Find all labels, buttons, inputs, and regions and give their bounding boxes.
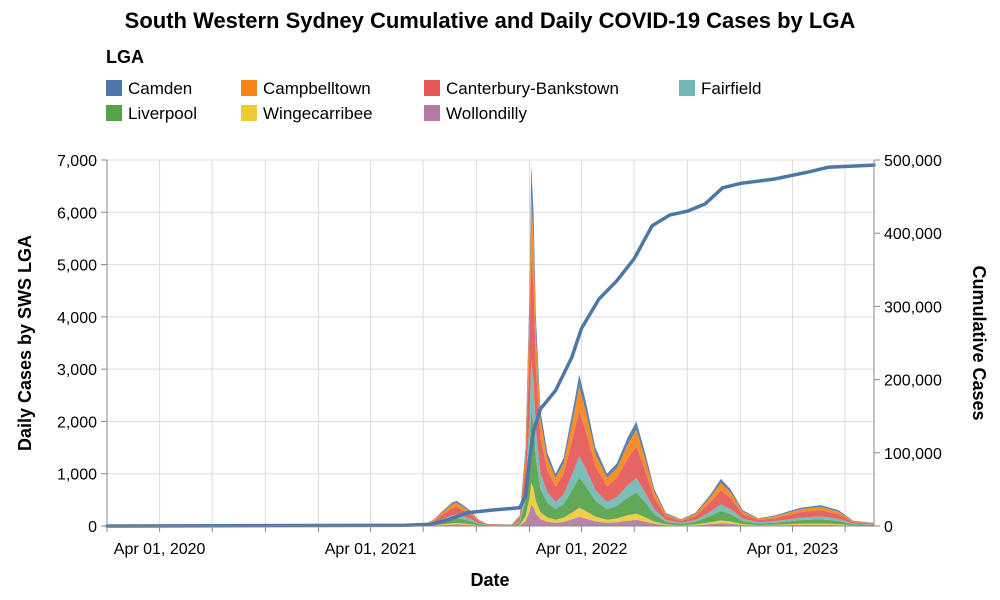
y-right-tick-label: 100,000	[884, 446, 942, 463]
axes: 0 1,000 2,000 3,000 4,000 5,000 6,000 7,000 0 100…	[57, 153, 942, 558]
legend-swatch-canterbury-bankstown	[424, 80, 440, 96]
legend-label-canterbury-bankstown: Canterbury-Bankstown	[446, 79, 619, 98]
y-left-tick-label: 0	[88, 519, 97, 536]
legend: Camden Campbelltown Canterbury-Bankstown Fa…	[106, 79, 761, 123]
legend-item-canterbury-bankstown: Canterbury-Bankstown	[424, 79, 619, 98]
y-right-tick-label: 500,000	[884, 153, 942, 170]
y-right-tick-label: 200,000	[884, 373, 942, 390]
y-left-axis-title: Daily Cases by SWS LGA	[15, 235, 35, 451]
legend-swatch-wollondilly	[424, 105, 440, 121]
daily-cases-stacked-area	[107, 165, 874, 527]
legend-label-fairfield: Fairfield	[701, 79, 761, 98]
area-series-fairfield	[107, 360, 874, 526]
cumulative-cases-line-layer	[105, 163, 876, 528]
cumulative-cases-line	[105, 163, 876, 528]
area-series-canterbury-bankstown	[107, 251, 874, 527]
legend-swatch-camden	[106, 80, 122, 96]
legend-item-liverpool: Liverpool	[106, 104, 197, 123]
area-series-camden	[107, 165, 874, 526]
legend-swatch-campbelltown	[241, 80, 257, 96]
y-right-axis-title: Cumulative Cases	[969, 265, 989, 420]
legend-swatch-fairfield	[679, 80, 695, 96]
y-left-tick-label: 4,000	[57, 310, 97, 327]
legend-label-camden: Camden	[128, 79, 192, 98]
y-right-tick-label: 300,000	[884, 299, 942, 316]
y-left-tick-label: 5,000	[57, 258, 97, 275]
y-right-tick-label: 0	[884, 519, 893, 536]
x-tick-label: Apr 01, 2020	[114, 541, 206, 558]
legend-item-fairfield: Fairfield	[679, 79, 761, 98]
legend-label-liverpool: Liverpool	[128, 104, 197, 123]
x-axis-title: Date	[470, 570, 509, 590]
y-left-tick-label: 7,000	[57, 153, 97, 170]
y-right-tick-label: 400,000	[884, 226, 942, 243]
area-series-campbelltown	[107, 194, 874, 526]
legend-swatch-wingecarribee	[241, 105, 257, 121]
legend-item-campbelltown: Campbelltown	[241, 79, 371, 98]
legend-label-wingecarribee: Wingecarribee	[263, 104, 373, 123]
y-left-tick-label: 2,000	[57, 414, 97, 431]
legend-label-campbelltown: Campbelltown	[263, 79, 371, 98]
y-left-tick-label: 6,000	[57, 205, 97, 222]
x-tick-label: Apr 01, 2022	[536, 541, 628, 558]
gridlines	[106, 159, 874, 527]
legend-item-camden: Camden	[106, 79, 192, 98]
chart-title: South Western Sydney Cumulative and Dail…	[125, 8, 856, 33]
x-tick-label: Apr 01, 2021	[325, 541, 417, 558]
legend-item-wingecarribee: Wingecarribee	[241, 104, 373, 123]
y-left-tick-label: 1,000	[57, 467, 97, 484]
x-tick-label: Apr 01, 2023	[747, 541, 839, 558]
legend-title: LGA	[106, 47, 144, 67]
legend-item-wollondilly: Wollondilly	[424, 104, 527, 123]
y-left-tick-label: 3,000	[57, 362, 97, 379]
legend-label-wollondilly: Wollondilly	[446, 104, 527, 123]
legend-swatch-liverpool	[106, 105, 122, 121]
